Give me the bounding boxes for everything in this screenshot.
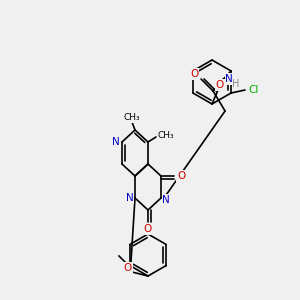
Text: O: O [177, 171, 185, 181]
Text: O: O [144, 224, 152, 234]
Text: CH₃: CH₃ [158, 130, 175, 140]
Text: O: O [124, 263, 132, 273]
Text: N: N [225, 74, 233, 84]
Text: N: N [162, 195, 170, 205]
Text: N: N [126, 193, 134, 203]
Text: CH₃: CH₃ [124, 113, 140, 122]
Text: H: H [232, 79, 240, 89]
Text: O: O [190, 69, 198, 79]
Text: Cl: Cl [249, 85, 259, 95]
Text: N: N [112, 137, 120, 147]
Text: O: O [216, 80, 224, 90]
